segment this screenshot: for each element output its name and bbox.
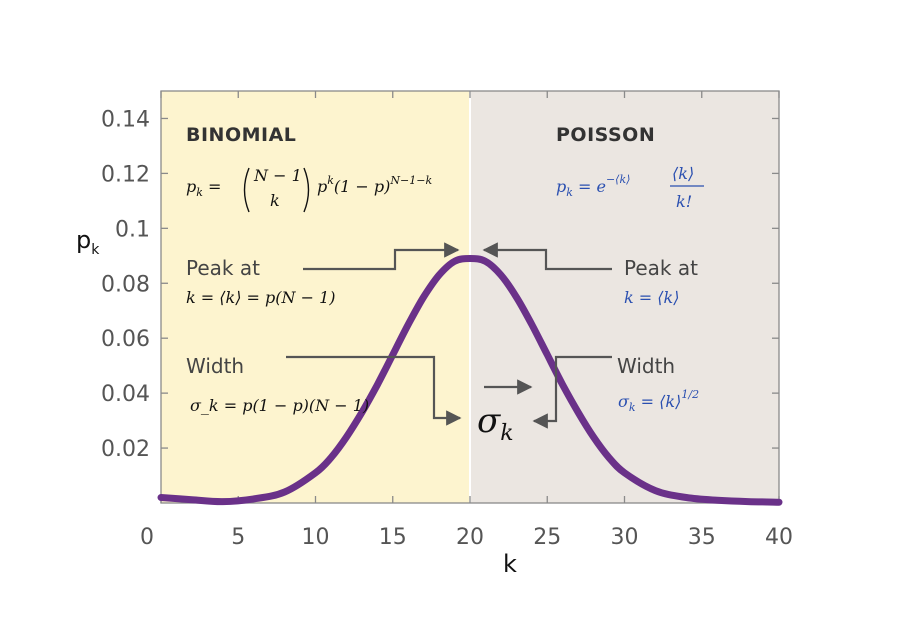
x-axis-label: k [503, 550, 517, 578]
y-tick-label: 0.14 [101, 107, 150, 132]
y-axis-label: pk [76, 226, 100, 258]
binomial-width-formula: σ_k = p(1 − p)(N − 1) [190, 396, 369, 415]
svg-text:pk =: pk = [186, 177, 221, 199]
y-tick-label: 0.08 [101, 272, 150, 297]
x-tick-label: 5 [231, 525, 245, 550]
y-tick-label: 0.1 [115, 217, 150, 242]
binomial-region [161, 91, 470, 503]
x-tick-label: 35 [688, 525, 716, 550]
x-tick-label: 30 [611, 525, 639, 550]
binomial-peak-formula: k = ⟨k⟩ = p(N − 1) [186, 288, 336, 307]
poisson-width-label: Width [617, 354, 675, 378]
poisson-peak-formula: k = ⟨k⟩ [624, 288, 679, 307]
x-tick-label: 15 [379, 525, 407, 550]
svg-text:N − 1: N − 1 [253, 166, 302, 185]
y-tick-label: 0.04 [101, 382, 150, 407]
svg-text:k!: k! [676, 192, 692, 211]
distribution-curve [157, 255, 783, 506]
poisson-region [470, 91, 779, 503]
binomial-width-label: Width [186, 354, 244, 378]
y-tick-label: 0.02 [101, 437, 150, 462]
y-axis: 0.02 0.04 0.06 0.08 0.1 0.12 0.14 [101, 107, 779, 462]
poisson-peak-label: Peak at [624, 256, 698, 280]
x-tick-label: 40 [765, 525, 793, 550]
poisson-title: POISSON [556, 124, 655, 146]
x-axis: 0 5 10 15 20 25 30 35 40 [140, 91, 793, 550]
binomial-peak-label: Peak at [186, 256, 260, 280]
poisson-width-arrow [532, 355, 612, 429]
y-axis-label-subscript: k [91, 242, 100, 258]
x-tick-label: 0 [140, 525, 154, 550]
poisson-peak-arrow [482, 242, 612, 271]
x-tick-label: 25 [533, 525, 561, 550]
annotation-arrows [286, 242, 612, 429]
svg-text:k: k [270, 191, 280, 210]
binomial-formula: pk = N − 1 k pk(1 − p)N−1−k [186, 166, 432, 213]
binomial-peak-arrow [303, 242, 460, 271]
binomial-title: BINOMIAL [186, 124, 296, 146]
x-tick-label: 10 [302, 525, 330, 550]
svg-text:⟨k⟩: ⟨k⟩ [672, 164, 694, 183]
binomial-width-arrow [286, 355, 462, 426]
y-tick-label: 0.12 [101, 162, 150, 187]
y-tick-label: 0.06 [101, 327, 150, 352]
x-tick-label: 20 [456, 525, 484, 550]
